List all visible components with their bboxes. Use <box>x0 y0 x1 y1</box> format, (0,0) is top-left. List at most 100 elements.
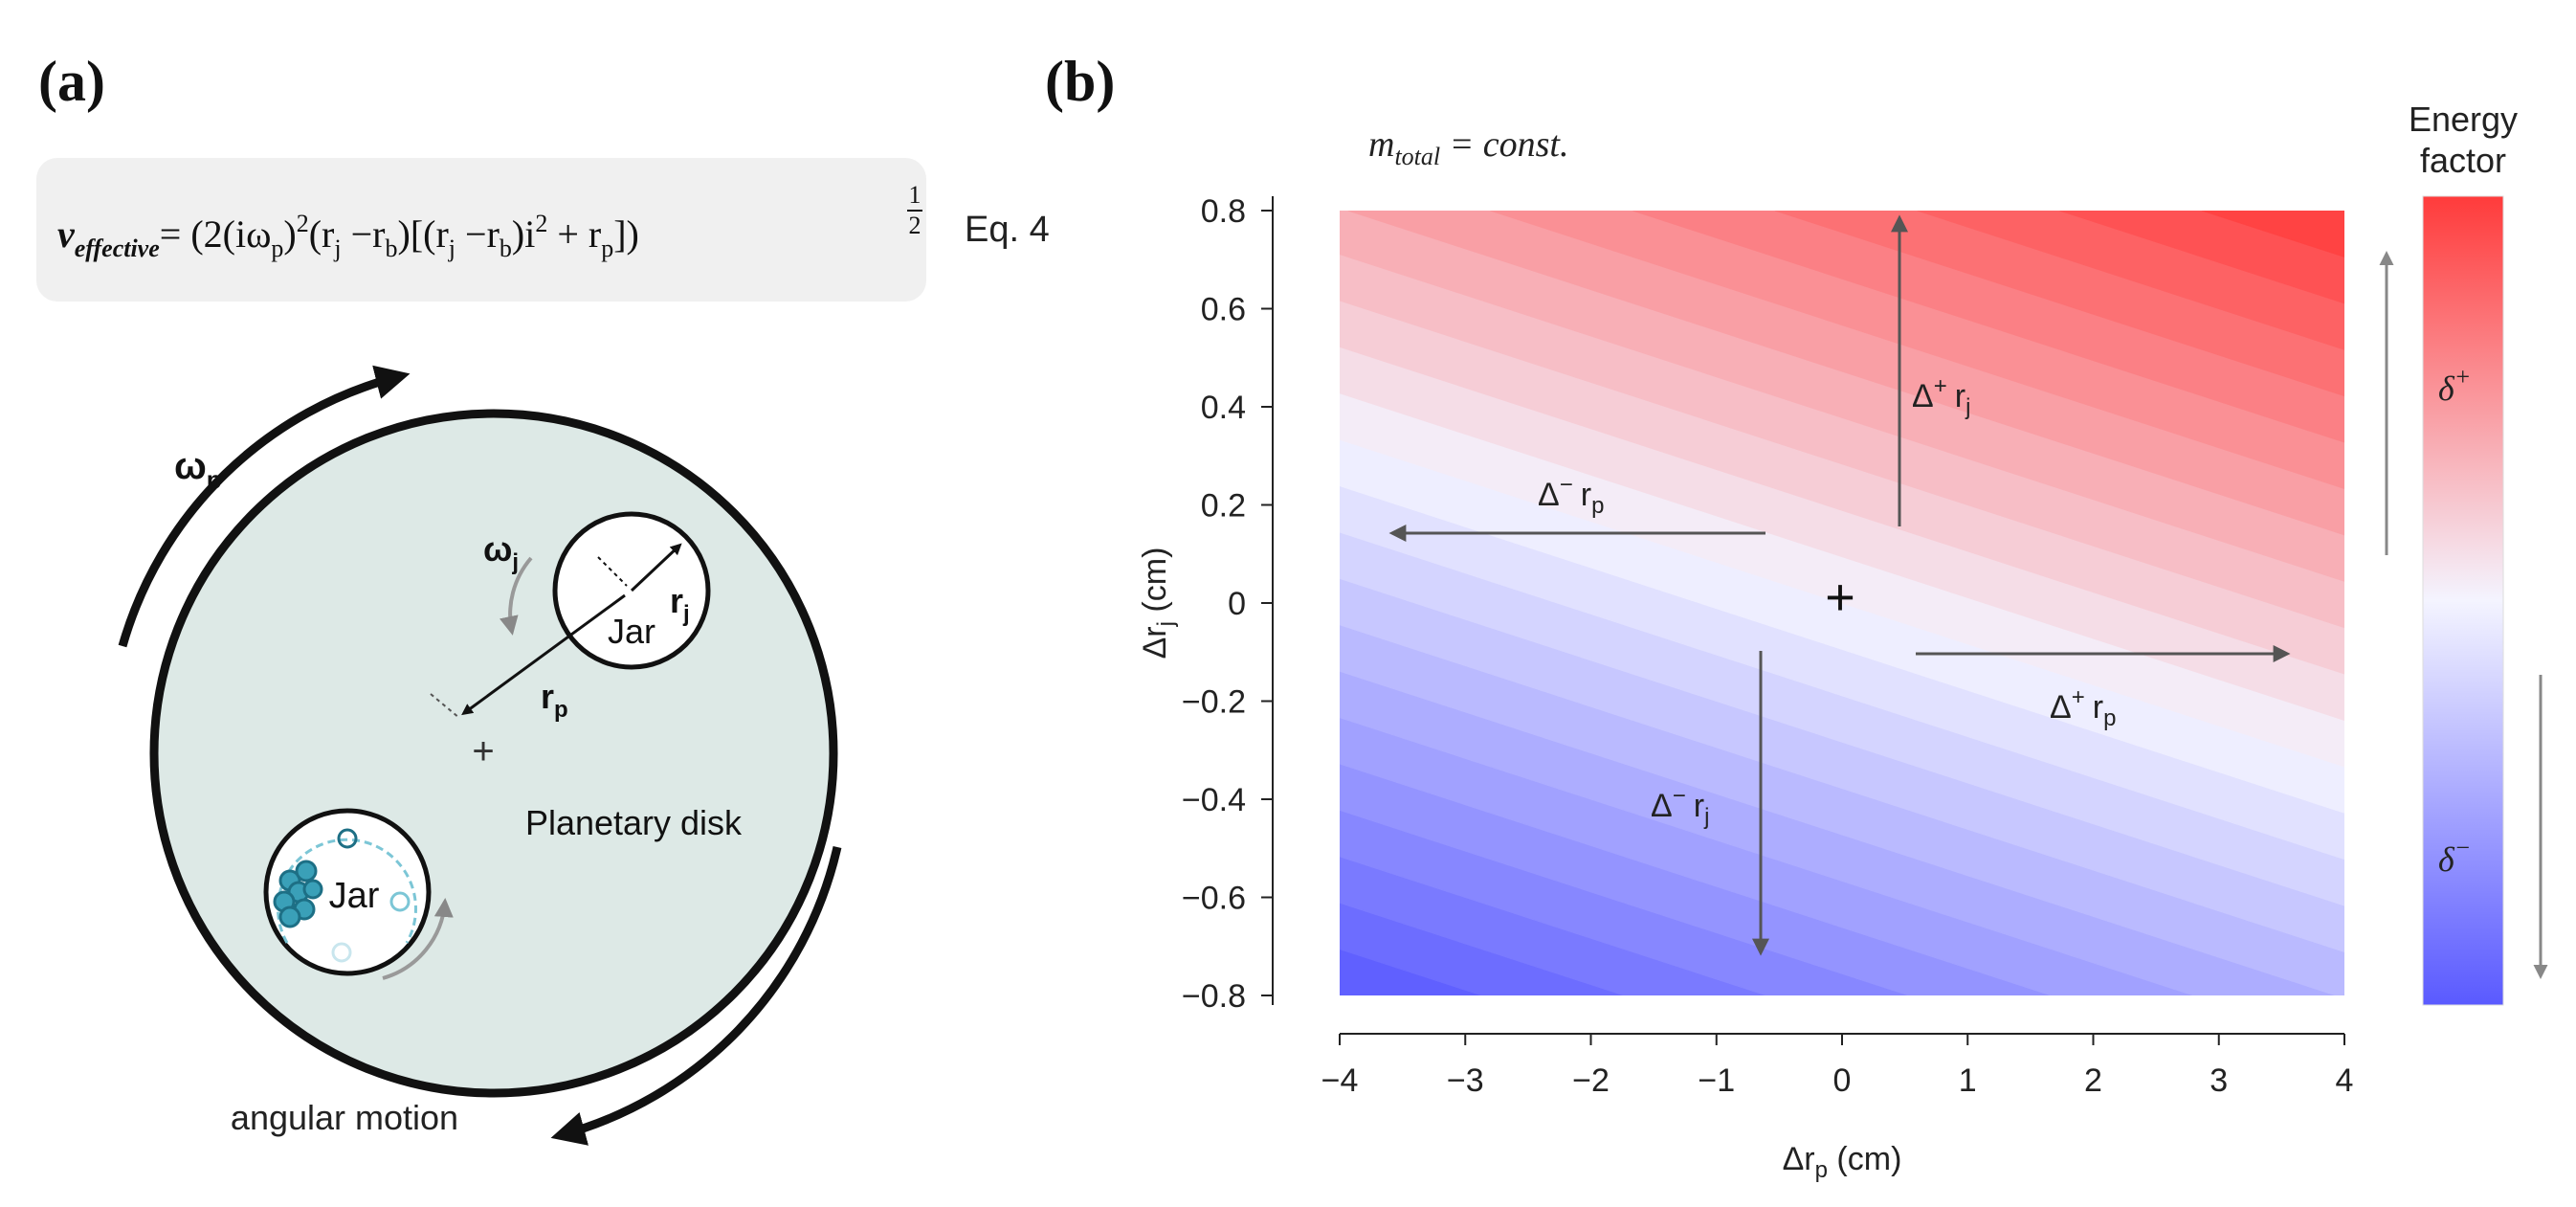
delta-plus-symbol: δ <box>2438 369 2455 408</box>
planetary-disk-diagram: ωp ωj Jar rj rp + Planetary disk <box>118 365 842 1146</box>
heatmap-contour-band <box>1340 485 2344 861</box>
rj-label: rj <box>670 581 690 627</box>
milling-balls-icon <box>273 860 323 928</box>
x-tick-label: −4 <box>1321 1062 1359 1099</box>
eq-rhs-a-sub: p <box>271 235 283 262</box>
x-tick-label: 2 <box>2084 1062 2102 1099</box>
y-tick-label: 0 <box>1228 586 1246 622</box>
x-tick-labels: −4 −3 −2 −1 0 1 2 3 4 <box>1321 1062 2354 1099</box>
rj-radius-line <box>630 543 682 592</box>
y-axis-unit: (cm) <box>1137 548 1173 621</box>
minus-rj-label: Δ− rj <box>1651 783 1709 830</box>
y-tick-labels: 0.8 0.6 0.4 0.2 0 −0.2 −0.4 −0.6 −0.8 <box>1182 193 1246 1015</box>
eq-lhs: v <box>57 212 76 256</box>
eq-rhs-i: ]) <box>613 212 639 256</box>
eq-rhs-c: (r <box>309 212 335 256</box>
heatmap-contour-band <box>1340 624 2344 995</box>
y-tick-label: −0.4 <box>1182 782 1246 818</box>
plus-rp-sub: p <box>2103 705 2116 731</box>
x-axis-unit: (cm) <box>1828 1141 1901 1177</box>
rp-symbol: r <box>541 677 554 716</box>
x-tick-label: 4 <box>2336 1062 2354 1099</box>
eq-rhs-a: = (2(iω <box>160 212 272 256</box>
heatmap-contour-band <box>1340 254 2344 629</box>
x-axis-delta: Δr <box>1783 1141 1815 1177</box>
rp-radius-line <box>461 593 626 716</box>
eq-rhs-d-sub: b <box>386 235 398 262</box>
jar-top: Jar rj <box>552 511 711 670</box>
constraint-label: mtotal = const. <box>1368 124 1568 170</box>
plus-rj-sub: j <box>1965 394 1970 420</box>
omega-p-sub: p <box>207 465 222 494</box>
delta-minus-symbol: δ <box>2438 840 2455 879</box>
rj-symbol: r <box>670 581 683 620</box>
heatmap-contour-band <box>1340 392 2344 768</box>
heatmap-contour-band <box>1340 211 2344 582</box>
eq-rhs-d: −r <box>342 212 386 256</box>
heatmap-contour-band <box>2202 211 2344 257</box>
y-axis-sub: j <box>1153 621 1179 627</box>
omega-p-label: ωp <box>174 445 222 494</box>
eq-lhs-sub: effective <box>75 235 160 262</box>
x-tick-label: −3 <box>1447 1062 1484 1099</box>
axes <box>1261 196 2345 1045</box>
plus-rj-label: Δ+ rj <box>1912 373 1970 420</box>
x-tick-label: −1 <box>1698 1062 1735 1099</box>
minus-rj-sign: − <box>1673 783 1686 809</box>
x-tick-label: 1 <box>1959 1062 1977 1099</box>
y-tick-label: −0.6 <box>1182 881 1246 917</box>
y-tick-label: −0.2 <box>1182 684 1246 721</box>
minus-rp-label: Δ− rp <box>1538 472 1604 519</box>
plus-rp-sign: + <box>2072 684 2085 710</box>
omega-p-symbol: ω <box>174 445 207 487</box>
heatmap-contour-band <box>1340 346 2344 721</box>
disk-label: Planetary disk <box>525 803 743 842</box>
minus-rp-delta: Δ <box>1538 477 1560 513</box>
plus-rj-var: r <box>1955 378 1965 414</box>
plus-rp-delta: Δ <box>2050 689 2072 726</box>
eq-rhs-e: )[(r <box>398 212 449 256</box>
plus-rp-var: r <box>2093 689 2103 726</box>
minus-rj-sub: j <box>1703 804 1709 830</box>
heatmap-contour-band <box>2059 211 2344 304</box>
omega-j-label: ωj <box>483 529 519 575</box>
jar-bottom-rotation-icon <box>382 898 454 980</box>
y-tick-label: 0.4 <box>1201 390 1246 426</box>
colorbar-title-line2: factor <box>2420 141 2506 180</box>
equation-box: veffective= (2(iωp)2(rj −rb)[(rj −rb)i2 … <box>36 158 926 302</box>
colorbar-gradient <box>2422 195 2504 1006</box>
heatmap-contour-band <box>1490 211 2344 489</box>
colorbar: Energy factor δ+ δ− <box>2379 100 2548 1006</box>
delta-minus-sup: − <box>2454 834 2472 861</box>
rj-sub: j <box>682 601 690 627</box>
y-axis-delta: Δr <box>1137 626 1173 659</box>
eq-rhs-b: ) <box>283 212 296 256</box>
plus-rj-delta: Δ <box>1912 378 1934 414</box>
eq-tag: Eq. 4 <box>965 210 1050 250</box>
heatmap-contour-band <box>1340 577 2344 952</box>
y-tick-label: 0.8 <box>1201 193 1246 230</box>
x-tick-label: 0 <box>1833 1062 1852 1099</box>
minus-rj-delta: Δ <box>1651 788 1673 824</box>
heatmap-contour-band <box>1632 211 2344 443</box>
x-tick-label: −2 <box>1572 1062 1610 1099</box>
eq-rhs-f-sub: b <box>500 235 512 262</box>
angular-motion-arrow-icon <box>550 845 842 1146</box>
eq-rhs-g: )i <box>512 212 535 256</box>
constraint-m: m <box>1368 124 1394 165</box>
y-axis-label: Δrj (cm) <box>1137 548 1179 659</box>
heatmap-contour-band <box>1340 531 2344 906</box>
heatmap-contour-band <box>1347 211 2344 536</box>
plus-rp-label: Δ+ rp <box>2050 684 2116 731</box>
eq-rhs-h: + r <box>547 212 601 256</box>
jar-top-label: Jar <box>608 612 655 651</box>
eq-rhs-e-sub: j <box>448 235 455 262</box>
delta-plus-sup: + <box>2454 363 2472 391</box>
eq-rhs-g-sup: 2 <box>535 210 547 237</box>
omega-j-sub: j <box>511 549 519 575</box>
eq-exp-num: 1 <box>909 181 922 209</box>
direction-arrows: Δ+ rj Δ− rp Δ+ rp Δ− rj + <box>1388 214 2291 956</box>
plus-rj-sign: + <box>1934 373 1947 399</box>
minus-rj-var: r <box>1694 788 1704 824</box>
minus-rp-var: r <box>1581 477 1591 513</box>
